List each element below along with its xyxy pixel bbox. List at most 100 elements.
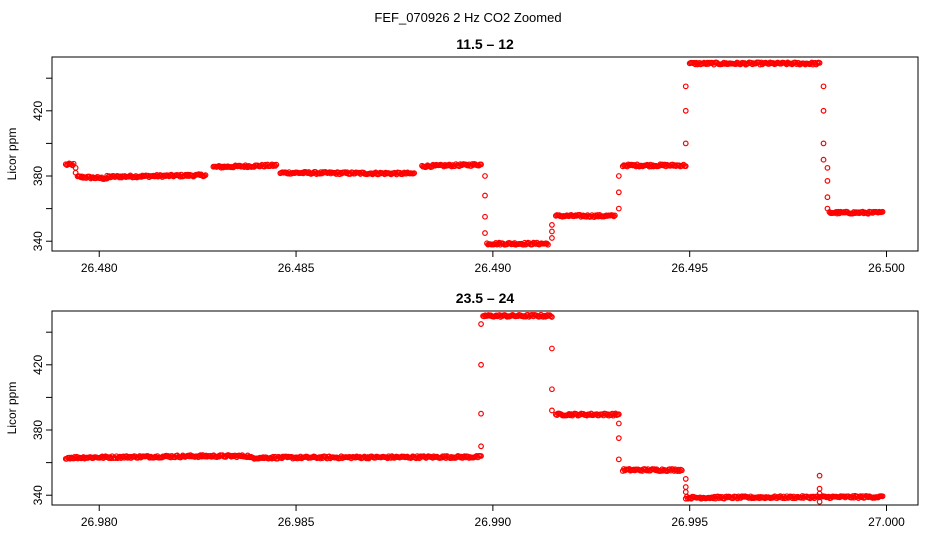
data-segment: [245, 452, 484, 462]
data-point: [549, 407, 555, 414]
data-point: [273, 161, 280, 168]
data-point: [820, 83, 827, 90]
plot-frame: [51, 310, 919, 506]
x-tick-label: 26.485: [278, 261, 315, 275]
plot-frame: [51, 56, 919, 252]
data-points: [62, 311, 886, 505]
data-point: [478, 443, 484, 450]
panel-title: 11.5 – 12: [456, 36, 514, 52]
data-point: [549, 314, 555, 320]
data-point: [543, 240, 550, 247]
data-point: [411, 170, 418, 177]
data-point: [679, 162, 686, 169]
data-segment: [619, 161, 689, 170]
data-point: [816, 60, 823, 66]
data-point: [820, 140, 827, 147]
data-segment: [619, 466, 685, 474]
y-tick-label: 340: [31, 231, 45, 251]
data-point: [682, 163, 689, 170]
data-segment: [62, 452, 205, 462]
data-segment: [552, 410, 622, 419]
data-point: [549, 228, 555, 235]
y-tick-label: 380: [31, 420, 45, 440]
data-point: [478, 410, 484, 417]
data-point: [824, 194, 831, 201]
data-segment: [686, 59, 823, 68]
data-point: [612, 212, 618, 219]
y-tick-label: 340: [31, 485, 45, 505]
data-segment: [826, 208, 886, 217]
data-point: [615, 435, 622, 442]
data-point: [824, 177, 831, 184]
data-point: [549, 222, 555, 228]
data-point: [615, 456, 622, 463]
data-segment: [198, 452, 252, 461]
data-segment: [552, 211, 618, 220]
data-point: [478, 161, 484, 168]
data-segment: [682, 492, 886, 502]
data-segment: [480, 311, 555, 320]
data-point: [682, 107, 689, 114]
data-point: [682, 476, 689, 482]
x-tick-label: 26.980: [81, 515, 118, 529]
data-point: [682, 140, 689, 147]
data-point: [816, 498, 823, 505]
data-point: [615, 173, 622, 179]
panel-top: 11.5 – 12 26.480 26.485 26.490 26.495 26.500 3…: [5, 36, 919, 275]
data-point: [820, 156, 827, 163]
data-point: [816, 472, 823, 479]
data-point: [816, 490, 823, 497]
data-point: [615, 205, 622, 212]
data-point: [478, 321, 484, 327]
data-point: [549, 386, 555, 393]
data-point: [824, 205, 831, 212]
y-axis-label: Licor ppm: [5, 128, 19, 181]
data-point: [615, 420, 622, 427]
data-point: [478, 453, 484, 459]
x-tick-label: 26.500: [868, 261, 905, 275]
y-tick-label: 380: [31, 166, 45, 186]
data-point: [549, 345, 555, 352]
data-point: [685, 495, 691, 502]
x-tick-label: 26.990: [475, 515, 512, 529]
data-point: [615, 411, 622, 418]
data-point: [545, 241, 551, 248]
x-tick-label: 27.000: [868, 515, 905, 529]
data-point: [879, 208, 886, 215]
figure-title: FEF_070926 2 Hz CO2 Zoomed: [374, 10, 561, 25]
data-point: [72, 169, 79, 176]
x-tick-label: 26.985: [278, 515, 315, 529]
data-segment: [484, 239, 551, 248]
data-point: [478, 361, 484, 368]
data-point: [879, 493, 886, 500]
y-axis-label: Licor ppm: [5, 382, 19, 435]
data-point: [270, 163, 276, 169]
data-point: [820, 107, 827, 114]
data-segment: [210, 161, 280, 171]
data-point: [482, 173, 488, 179]
data-point: [482, 192, 488, 199]
y-tick-label: 420: [31, 354, 45, 374]
data-segment: [419, 161, 484, 171]
data-segment: [104, 171, 209, 181]
y-tick-label: 420: [31, 100, 45, 120]
x-tick-label: 26.495: [671, 261, 708, 275]
data-point: [615, 189, 622, 196]
panel-bottom: 23.5 – 24 26.980 26.985 26.990 26.995 27.000 3…: [5, 290, 919, 529]
data-point: [271, 162, 278, 168]
data-point: [682, 83, 689, 90]
data-point: [549, 235, 555, 241]
data-point: [682, 489, 689, 495]
data-point: [824, 164, 831, 171]
data-point: [272, 162, 279, 169]
data-point: [363, 455, 370, 462]
data-point: [678, 467, 685, 474]
x-tick-label: 26.995: [671, 515, 708, 529]
data-point: [482, 213, 488, 220]
data-points: [62, 59, 886, 248]
data-point: [482, 230, 488, 236]
data-point: [609, 212, 616, 219]
x-tick-label: 26.480: [81, 261, 118, 275]
